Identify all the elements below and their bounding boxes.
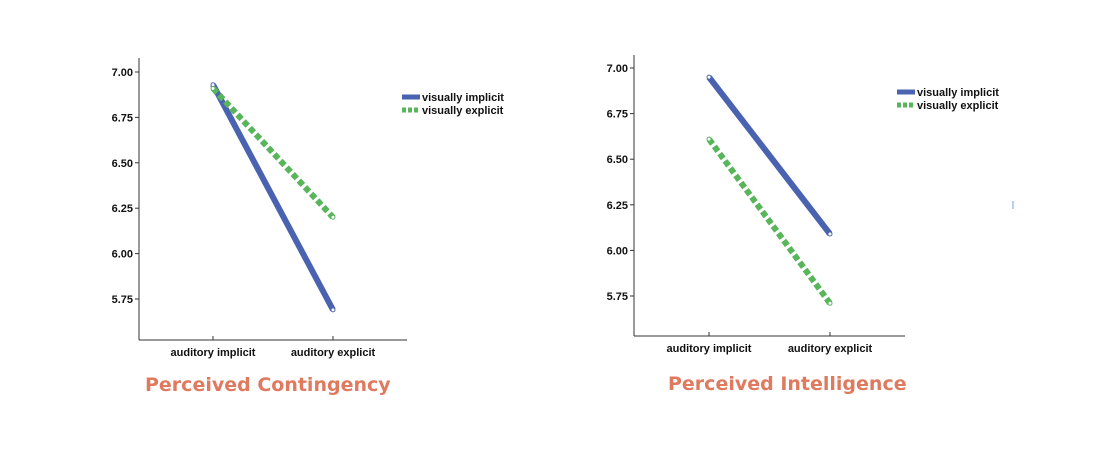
series-line-visually-implicit	[210, 83, 336, 312]
x-ticks: auditory implicit auditory explicit	[667, 332, 873, 355]
chart-title: Perceived Contingency	[145, 374, 391, 396]
y-ticks: 5.75 6.00 6.25 6.50 6.75 7.00	[112, 67, 139, 306]
y-tick-label: 6.00	[112, 249, 133, 261]
chart-title: Perceived Intelligence	[668, 373, 907, 395]
legend-label-visually-implicit: visually implicit	[422, 92, 504, 104]
y-tick-label: 6.50	[112, 158, 133, 170]
legend-label-visually-explicit: visually explicit	[422, 105, 504, 117]
data-point-visually-implicit	[706, 74, 712, 80]
x-axis: auditory implicit auditory explicit	[634, 332, 905, 355]
series-lines	[210, 82, 336, 313]
data-point-visually-implicit	[330, 307, 336, 313]
x-axis: auditory implicit auditory explicit	[139, 336, 407, 359]
y-tick-label: 5.75	[112, 294, 133, 306]
y-tick-label: 6.25	[112, 203, 133, 215]
x-ticks: auditory implicit auditory explicit	[171, 336, 376, 359]
y-tick-label: 5.75	[607, 291, 628, 303]
legend: visually implicit visually explicit	[402, 92, 504, 117]
data-point-visually-implicit	[827, 231, 833, 237]
legend: visually implicit visually explicit	[897, 87, 999, 112]
y-ticks: 5.75 6.00 6.25 6.50 6.75 7.00	[607, 63, 634, 303]
chart-perceived-intelligence: 5.75 6.00 6.25 6.50 6.75 7.00 auditory implic…	[607, 55, 999, 395]
y-tick-label: 6.75	[112, 112, 133, 124]
series-lines	[706, 74, 833, 306]
legend-label-visually-implicit: visually implicit	[917, 87, 999, 99]
series-line-visually-explicit	[210, 86, 336, 220]
y-axis: 5.75 6.00 6.25 6.50 6.75 7.00	[607, 55, 635, 336]
y-tick-label: 6.75	[607, 109, 628, 121]
data-point-visually-explicit	[210, 85, 216, 91]
series-line-visually-implicit	[706, 75, 833, 236]
x-tick-label: auditory explicit	[788, 343, 873, 355]
x-tick-label: auditory implicit	[171, 347, 256, 359]
chart-perceived-contingency: 5.75 6.00 6.25 6.50 6.75 7.00 auditory implic…	[112, 58, 504, 396]
series-line-visually-explicit	[706, 137, 833, 306]
y-tick-label: 7.00	[607, 63, 628, 75]
x-tick-label: auditory explicit	[291, 347, 376, 359]
data-point-visually-explicit	[827, 300, 833, 306]
y-axis: 5.75 6.00 6.25 6.50 6.75 7.00	[112, 58, 140, 340]
y-tick-label: 7.00	[112, 67, 133, 79]
legend-label-visually-explicit: visually explicit	[917, 100, 999, 112]
x-tick-label: auditory implicit	[667, 343, 752, 355]
y-tick-label: 6.00	[607, 245, 628, 257]
data-point-visually-explicit	[330, 214, 336, 220]
y-tick-label: 6.50	[607, 154, 628, 166]
y-tick-label: 6.25	[607, 200, 628, 212]
data-point-visually-explicit	[706, 136, 712, 142]
